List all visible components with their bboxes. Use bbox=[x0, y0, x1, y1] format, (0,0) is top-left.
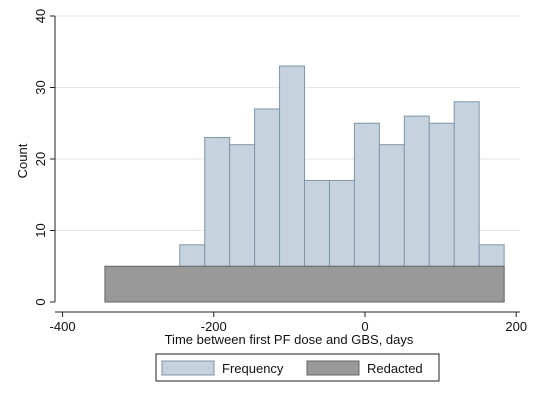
x-tick-label: -200 bbox=[201, 319, 227, 334]
y-axis-title: Count bbox=[15, 143, 30, 178]
x-tick-label: 200 bbox=[505, 319, 527, 334]
y-tick-label: 20 bbox=[33, 152, 48, 166]
redacted-bar bbox=[104, 265, 505, 303]
legend-swatch-frequency bbox=[161, 360, 215, 376]
y-tick-label: 10 bbox=[33, 223, 48, 237]
x-ticks: -400 -200 0 200 bbox=[50, 312, 527, 334]
x-tick-label: -400 bbox=[50, 319, 76, 334]
x-axis-title: Time between first PF dose and GBS, days bbox=[165, 332, 414, 347]
x-tick-label: 0 bbox=[361, 319, 368, 334]
legend: Frequency Redacted bbox=[155, 353, 440, 382]
legend-label-frequency: Frequency bbox=[222, 361, 284, 376]
y-tick-label: 0 bbox=[33, 298, 48, 305]
histogram-bars bbox=[104, 65, 505, 303]
y-tick-label: 30 bbox=[33, 80, 48, 94]
y-ticks: 0 10 20 30 40 bbox=[33, 9, 55, 306]
legend-label-redacted: Redacted bbox=[367, 361, 423, 376]
y-tick-label: 40 bbox=[33, 9, 48, 23]
legend-swatch-redacted bbox=[306, 360, 360, 376]
